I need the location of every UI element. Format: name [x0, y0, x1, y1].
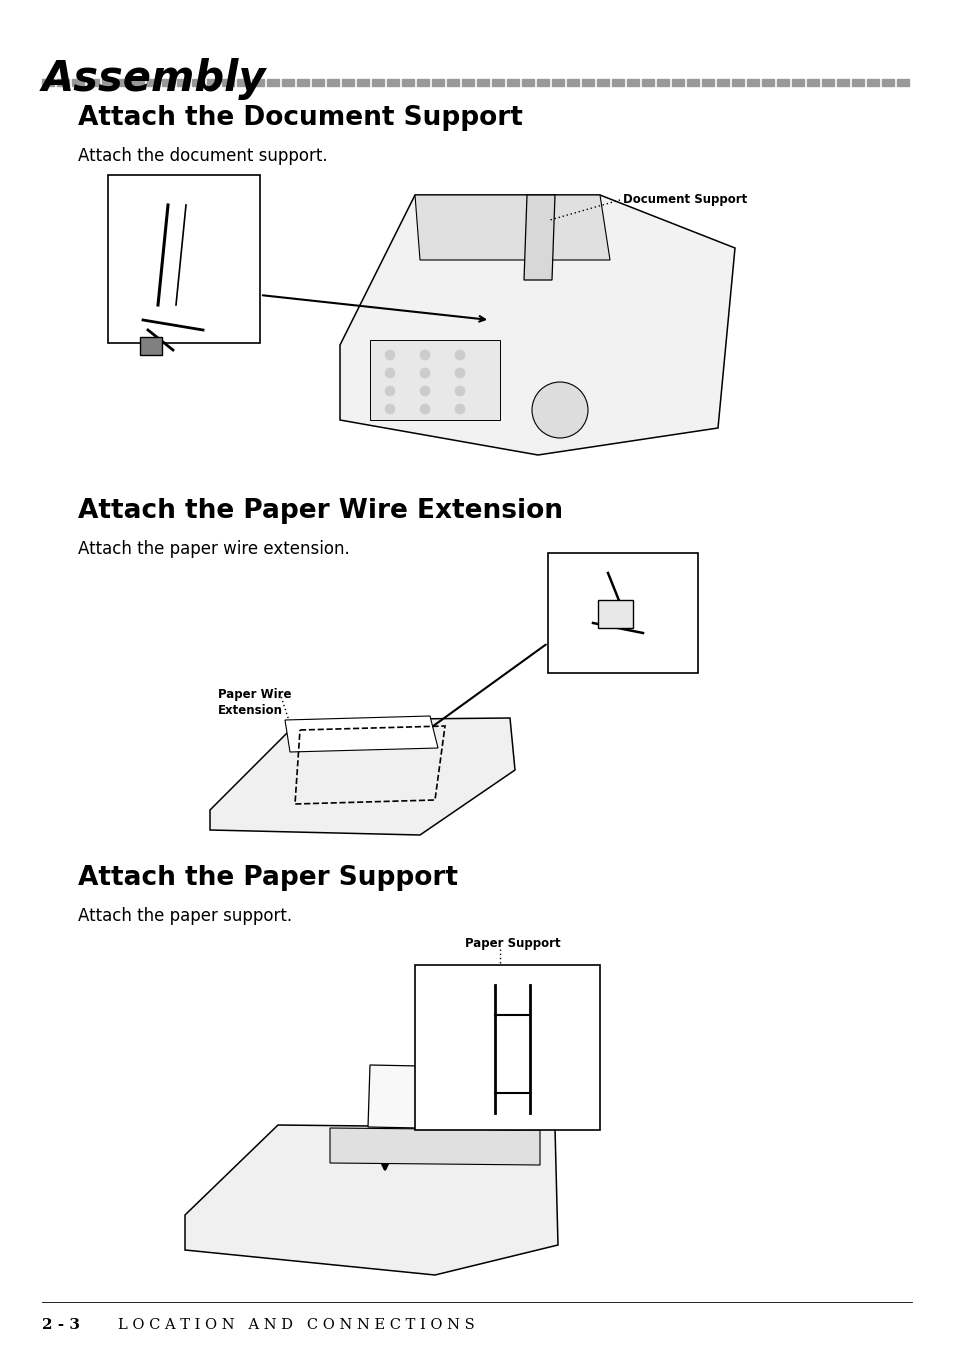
- Bar: [356, 78, 369, 85]
- Bar: [476, 78, 489, 85]
- Bar: [372, 78, 384, 85]
- Circle shape: [385, 368, 395, 379]
- Bar: [717, 78, 728, 85]
- Text: Attach the Paper Support: Attach the Paper Support: [78, 865, 457, 891]
- Bar: [370, 339, 499, 420]
- Bar: [806, 78, 818, 85]
- Text: Attach the Paper Wire Extension: Attach the Paper Wire Extension: [78, 498, 562, 525]
- Circle shape: [385, 404, 395, 414]
- Bar: [537, 78, 548, 85]
- Bar: [746, 78, 759, 85]
- Bar: [597, 78, 608, 85]
- Circle shape: [455, 368, 464, 379]
- Bar: [776, 78, 788, 85]
- Circle shape: [455, 350, 464, 360]
- Bar: [192, 78, 204, 85]
- Bar: [102, 78, 113, 85]
- Bar: [657, 78, 668, 85]
- Bar: [686, 78, 699, 85]
- Bar: [162, 78, 173, 85]
- Bar: [415, 965, 599, 1130]
- Bar: [57, 78, 69, 85]
- Bar: [461, 78, 474, 85]
- Circle shape: [385, 387, 395, 396]
- Polygon shape: [185, 1125, 558, 1275]
- Circle shape: [385, 350, 395, 360]
- Bar: [71, 78, 84, 85]
- Text: L O C A T I O N   A N D   C O N N E C T I O N S: L O C A T I O N A N D C O N N E C T I O …: [118, 1318, 475, 1332]
- Bar: [641, 78, 654, 85]
- Text: Assembly: Assembly: [42, 58, 266, 100]
- Text: Attach the Document Support: Attach the Document Support: [78, 105, 522, 131]
- Circle shape: [419, 350, 430, 360]
- Bar: [701, 78, 713, 85]
- Bar: [896, 78, 908, 85]
- Text: 2 - 3: 2 - 3: [42, 1318, 80, 1332]
- Circle shape: [455, 387, 464, 396]
- Bar: [492, 78, 503, 85]
- Bar: [282, 78, 294, 85]
- Bar: [521, 78, 534, 85]
- Polygon shape: [210, 718, 515, 836]
- Polygon shape: [339, 195, 734, 456]
- Text: Paper Support: Paper Support: [464, 937, 560, 950]
- Circle shape: [455, 404, 464, 414]
- Circle shape: [419, 387, 430, 396]
- Bar: [836, 78, 848, 85]
- Bar: [252, 78, 264, 85]
- Text: Attach the paper wire extension.: Attach the paper wire extension.: [78, 539, 350, 558]
- Bar: [147, 78, 159, 85]
- Bar: [108, 174, 260, 343]
- Bar: [552, 78, 563, 85]
- Bar: [42, 78, 54, 85]
- Bar: [581, 78, 594, 85]
- Bar: [671, 78, 683, 85]
- Bar: [177, 78, 189, 85]
- Polygon shape: [330, 1128, 539, 1165]
- Bar: [566, 78, 578, 85]
- Bar: [327, 78, 338, 85]
- Bar: [236, 78, 249, 85]
- Bar: [851, 78, 863, 85]
- Text: Attach the paper support.: Attach the paper support.: [78, 907, 292, 925]
- Bar: [821, 78, 833, 85]
- Polygon shape: [415, 195, 609, 260]
- Bar: [791, 78, 803, 85]
- Bar: [866, 78, 878, 85]
- Bar: [401, 78, 414, 85]
- Bar: [267, 78, 278, 85]
- Bar: [598, 600, 633, 627]
- Bar: [612, 78, 623, 85]
- Bar: [117, 78, 129, 85]
- Bar: [882, 78, 893, 85]
- Bar: [207, 78, 219, 85]
- Bar: [432, 78, 443, 85]
- Polygon shape: [523, 195, 555, 280]
- Bar: [547, 553, 698, 673]
- Bar: [132, 78, 144, 85]
- Circle shape: [419, 368, 430, 379]
- Bar: [87, 78, 99, 85]
- Bar: [447, 78, 458, 85]
- Bar: [506, 78, 518, 85]
- Circle shape: [419, 404, 430, 414]
- Bar: [296, 78, 309, 85]
- Bar: [387, 78, 398, 85]
- Circle shape: [532, 383, 587, 438]
- Text: Paper Wire
Extension: Paper Wire Extension: [218, 688, 292, 717]
- Polygon shape: [285, 717, 437, 752]
- Bar: [140, 337, 162, 356]
- Bar: [761, 78, 773, 85]
- Text: Document Support: Document Support: [622, 193, 746, 207]
- Bar: [416, 78, 429, 85]
- Text: Attach the document support.: Attach the document support.: [78, 147, 327, 165]
- Bar: [312, 78, 324, 85]
- Bar: [341, 78, 354, 85]
- Bar: [222, 78, 233, 85]
- Polygon shape: [368, 1065, 519, 1130]
- Bar: [626, 78, 639, 85]
- Bar: [731, 78, 743, 85]
